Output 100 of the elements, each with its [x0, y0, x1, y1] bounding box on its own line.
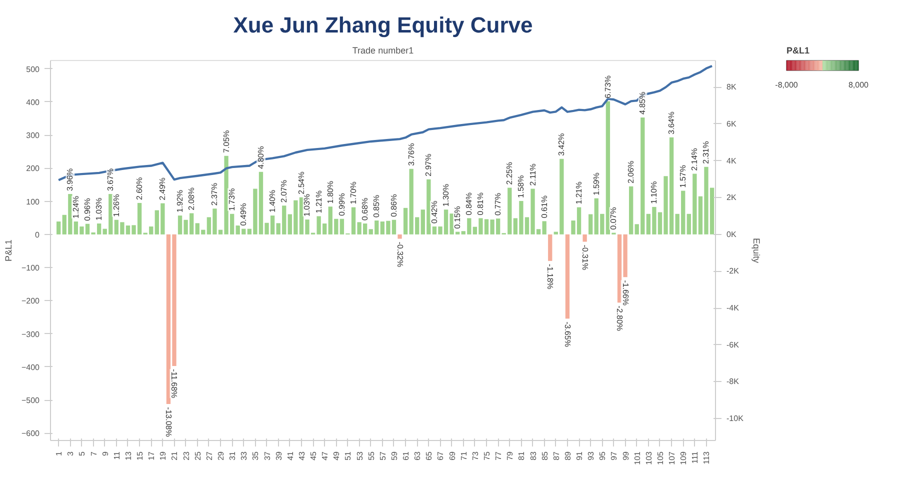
x-tick-label: 59 — [390, 450, 399, 460]
x-tick-label: 109 — [679, 450, 688, 465]
x-tick-label: 73 — [470, 450, 480, 460]
bar — [582, 234, 587, 242]
x-tick-label: 57 — [378, 450, 388, 460]
y-tick-label: −600 — [21, 429, 40, 438]
annotation: 1.40% — [268, 190, 278, 213]
x-tick-label: 27 — [204, 450, 214, 460]
x-tick-label: 43 — [297, 450, 306, 460]
x-tick-label: 29 — [216, 450, 226, 460]
color-bar-label: 8,000 — [848, 80, 870, 90]
x-tick-label: 25 — [193, 450, 202, 460]
y2-tick-label: 8K — [726, 82, 737, 92]
x-tick-label: 21 — [170, 450, 180, 460]
x-tick-label: 79 — [506, 450, 515, 460]
x-tick-label: 99 — [621, 450, 630, 460]
x-tick-label: 7 — [89, 450, 98, 456]
bar — [542, 221, 546, 234]
x-tick-label: 5 — [78, 450, 87, 456]
annotation: -0.31% — [580, 244, 590, 270]
annotation: 4.80% — [256, 146, 266, 169]
x-tick-label: 23 — [182, 450, 191, 460]
annotation: 3.42% — [557, 133, 566, 156]
x-axis-title: Trade number1 — [352, 46, 414, 56]
x-tick-label: 47 — [320, 450, 330, 460]
y2-tick-label: -10K — [726, 414, 744, 423]
annotation: 1.26% — [112, 194, 121, 217]
annotation: 6.73% — [603, 76, 612, 98]
annotation: -0.32% — [395, 242, 404, 268]
y-tick-label: −200 — [21, 296, 40, 306]
annotation: 2.97% — [424, 154, 434, 176]
x-tick-label: 67 — [436, 450, 446, 460]
color-bar-label: -8,000 — [775, 80, 798, 90]
annotation: 0.61% — [540, 195, 549, 218]
x-tick-label: 63 — [413, 450, 422, 460]
x-tick-label: 37 — [262, 450, 272, 460]
annotation: 1.21% — [574, 182, 584, 204]
annotation: 1.59% — [592, 172, 601, 196]
y2-axis-title: Equity — [751, 238, 762, 264]
x-tick-label: 41 — [286, 450, 295, 460]
y-tick-label: −100 — [21, 264, 40, 273]
x-tick-label: 9 — [100, 450, 110, 456]
annotation: 1.24% — [71, 196, 80, 219]
y2-tick-label: -6K — [726, 340, 740, 350]
annotation: 1.03% — [94, 198, 104, 220]
annotation: 0.99% — [337, 193, 346, 216]
y-tick-label: 100 — [26, 197, 40, 206]
annotation: 0.77% — [494, 192, 503, 216]
x-tick-label: 107 — [668, 450, 677, 465]
y2-tick-label: -8K — [726, 377, 740, 386]
annotation: 0.86% — [389, 194, 398, 217]
y-tick-label: 200 — [26, 164, 40, 174]
x-tick-label: 105 — [656, 450, 665, 465]
annotation: 1.73% — [228, 188, 237, 211]
annotation: 2.49% — [158, 178, 168, 200]
x-tick-label: 45 — [309, 450, 318, 460]
annotation: 7.05% — [222, 130, 231, 153]
annotation: 1.03% — [302, 194, 312, 217]
y-tick-label: −300 — [21, 330, 40, 339]
y2-tick-label: 6K — [726, 119, 737, 128]
x-tick-label: 61 — [402, 450, 411, 460]
y2-tick-label: -4K — [726, 304, 740, 313]
y-tick-label: 400 — [26, 98, 40, 107]
annotation: 2.60% — [135, 177, 144, 200]
bar — [398, 234, 402, 239]
x-tick-label: 15 — [136, 450, 145, 460]
annotation: -13.08% — [164, 407, 173, 437]
annotation: 2.07% — [280, 180, 289, 203]
bar — [588, 214, 593, 234]
y2-tick-label: 4K — [726, 156, 737, 166]
annotation: 2.31% — [702, 141, 711, 164]
y-tick-label: 500 — [26, 64, 40, 74]
annotation: 0.07% — [609, 207, 618, 230]
bar — [548, 234, 552, 261]
x-tick-label: 81 — [517, 450, 526, 460]
x-tick-label: 31 — [228, 450, 238, 460]
x-tick-label: 77 — [494, 450, 504, 460]
annotation: 2.54% — [296, 172, 306, 194]
chart-title: Xue Jun Zhang Equity Curve — [233, 12, 533, 38]
annotation: 2.11% — [528, 164, 538, 186]
annotation: 2.06% — [626, 160, 636, 184]
annotation: 3.76% — [406, 143, 416, 166]
y-tick-label: 300 — [26, 131, 40, 140]
y-tick-label: −400 — [21, 362, 40, 372]
annotation: 1.70% — [349, 182, 358, 204]
annotation: 2.08% — [187, 188, 196, 210]
x-tick-label: 13 — [124, 450, 133, 460]
x-tick-label: 95 — [598, 450, 608, 460]
x-tick-label: 83 — [528, 450, 538, 460]
y-axis-title: P&L1 — [3, 239, 14, 262]
annotation: 1.30% — [442, 184, 451, 207]
annotation: -2.80% — [615, 306, 624, 332]
annotation: 0.15% — [453, 206, 462, 229]
annotation: 3.96% — [66, 168, 75, 192]
annotation: 1.58% — [516, 175, 526, 198]
x-tick-label: 87 — [552, 450, 561, 460]
x-tick-label: 17 — [147, 450, 156, 460]
x-tick-label: 91 — [575, 450, 584, 460]
annotation: -1.18% — [546, 264, 555, 290]
annotation: 0.49% — [239, 203, 248, 226]
